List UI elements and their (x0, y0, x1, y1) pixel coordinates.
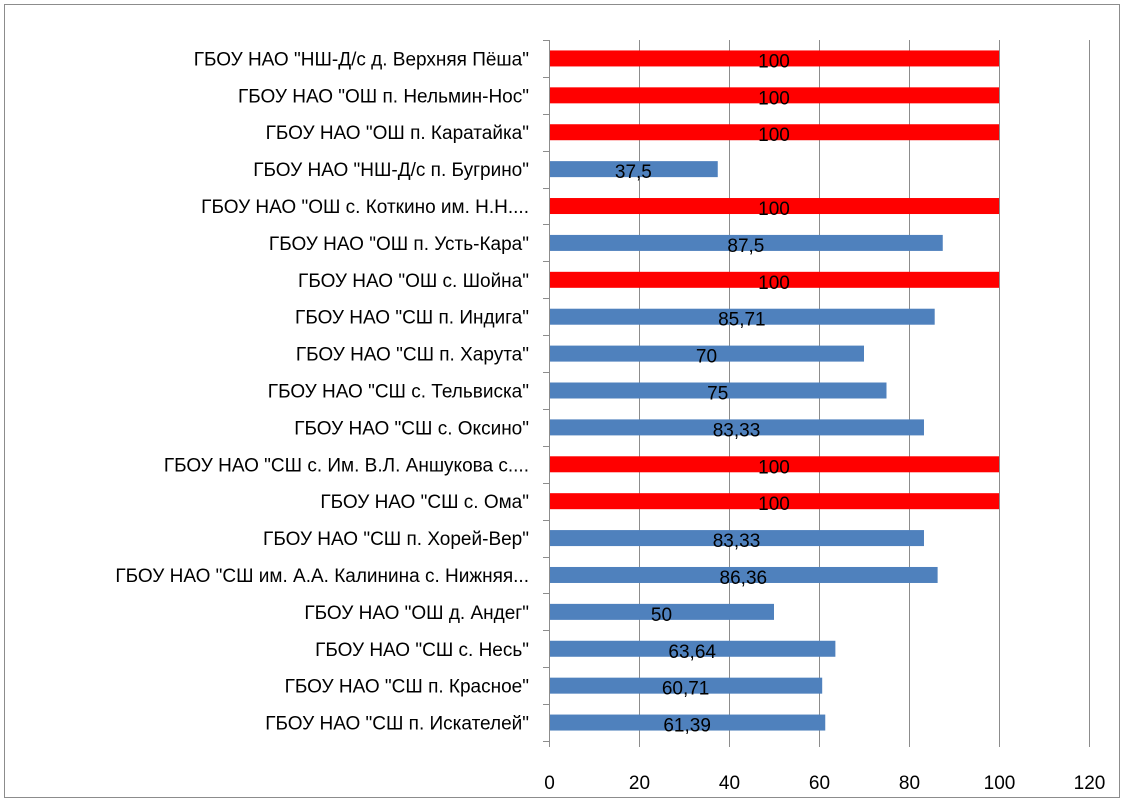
data-label-16: 50 (651, 605, 672, 626)
data-label-15: 86,36 (720, 568, 768, 589)
bar-4 (549, 161, 718, 178)
data-label-19: 61,39 (663, 716, 711, 737)
bar-14 (549, 530, 924, 547)
x-tick-label-60: 60 (809, 773, 830, 794)
category-label-8: ГБОУ НАО "СШ п. Индига" (295, 308, 529, 329)
data-label-18: 60,71 (662, 679, 710, 700)
bar-12 (549, 456, 999, 473)
category-label-7: ГБОУ НАО "ОШ с. Шойна" (298, 271, 529, 292)
category-label-15: ГБОУ НАО "СШ им. А.А. Калинина с. Нижняя… (115, 566, 529, 587)
bar-17 (549, 640, 836, 657)
data-label-9: 70 (696, 347, 717, 368)
bar-11 (549, 419, 924, 436)
category-label-16: ГБОУ НАО "ОШ д. Андег" (304, 603, 529, 624)
category-label-6: ГБОУ НАО "ОШ п. Усть-Кара" (269, 234, 529, 255)
x-tick-label-40: 40 (719, 773, 740, 794)
bar-6 (549, 234, 943, 251)
bar-1 (549, 50, 999, 67)
bar-7 (549, 271, 999, 288)
data-label-5: 100 (758, 199, 790, 220)
bar-15 (549, 566, 938, 583)
bar-10 (549, 382, 887, 399)
bar-5 (549, 198, 999, 215)
category-label-18: ГБОУ НАО "СШ п. Красное" (285, 677, 529, 698)
x-tick-label-0: 0 (544, 773, 555, 794)
data-label-2: 100 (758, 88, 790, 109)
data-label-13: 100 (758, 494, 790, 515)
category-label-11: ГБОУ НАО "СШ с. Оксино" (294, 418, 529, 439)
x-tick-label-80: 80 (899, 773, 920, 794)
category-label-12: ГБОУ НАО "СШ с. Им. В.Л. Аншукова с.... (164, 455, 529, 476)
x-tick-label-20: 20 (629, 773, 650, 794)
category-label-2: ГБОУ НАО "ОШ п. Нельмин-Нос" (238, 86, 529, 107)
bar-2 (549, 87, 999, 104)
bar-8 (549, 308, 935, 325)
bar-13 (549, 493, 999, 510)
category-label-3: ГБОУ НАО "ОШ п. Каратайка" (266, 123, 529, 144)
data-label-6: 87,5 (727, 236, 764, 257)
x-tick-label-100: 100 (984, 773, 1016, 794)
bar-19 (549, 714, 826, 731)
category-label-13: ГБОУ НАО "СШ с. Ома" (320, 492, 529, 513)
bar-18 (549, 677, 823, 694)
data-label-17: 63,64 (668, 642, 716, 663)
category-label-10: ГБОУ НАО "СШ с. Тельвиска" (268, 382, 529, 403)
category-label-9: ГБОУ НАО "СШ п. Харута" (296, 345, 529, 366)
data-label-10: 75 (707, 384, 728, 405)
bar-3 (549, 124, 999, 141)
data-label-14: 83,33 (713, 531, 761, 552)
bar-16 (549, 603, 774, 620)
category-label-14: ГБОУ НАО "СШ п. Хорей-Вер" (263, 529, 529, 550)
data-label-4: 37,5 (615, 162, 652, 183)
data-label-8: 85,71 (718, 310, 766, 331)
data-label-11: 83,33 (713, 420, 761, 441)
category-label-1: ГБОУ НАО "НШ-Д/с д. Верхняя Пёша" (194, 49, 529, 70)
data-label-12: 100 (758, 457, 790, 478)
category-label-5: ГБОУ НАО "ОШ с. Коткино им. Н.Н.... (201, 197, 529, 218)
category-label-4: ГБОУ НАО "НШ-Д/с п. Бугрино" (253, 160, 529, 181)
data-label-1: 100 (758, 51, 790, 72)
category-label-19: ГБОУ НАО "СШ п. Искателей" (265, 714, 529, 735)
data-label-7: 100 (758, 273, 790, 294)
category-label-17: ГБОУ НАО "СШ с. Несь" (315, 640, 529, 661)
data-label-3: 100 (758, 125, 790, 146)
bar-9 (549, 345, 864, 362)
x-tick-label-120: 120 (1074, 773, 1106, 794)
